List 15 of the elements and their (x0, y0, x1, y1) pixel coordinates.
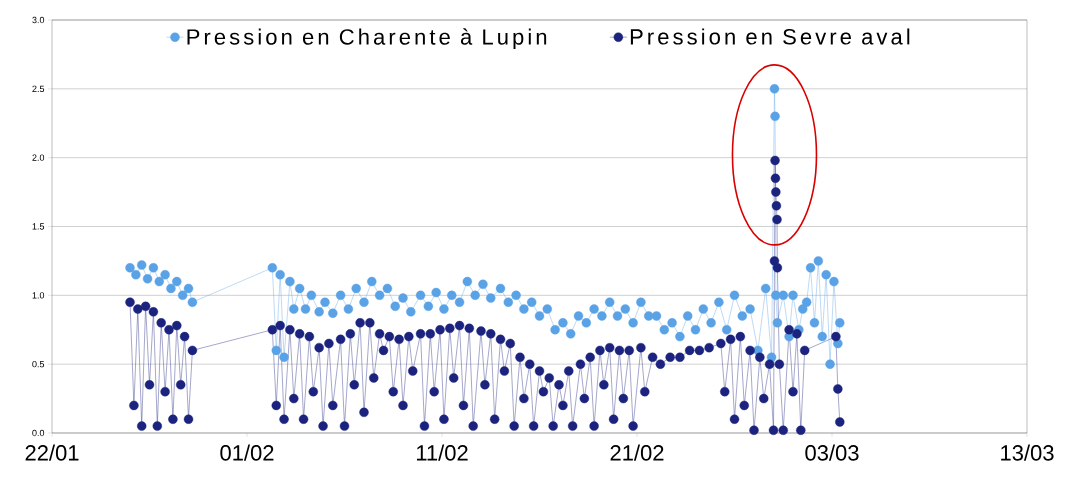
x-tick-label: 11/02 (416, 444, 468, 461)
y-tick-label: 2.0 (32, 154, 45, 161)
y-tick-label: 3.0 (32, 16, 45, 24)
y-tick-label: 0.5 (32, 360, 45, 368)
y-tick-label: 1.5 (32, 223, 45, 230)
y-tick-label: 0.0 (32, 429, 45, 437)
legend-label: Pression en Sevre aval (630, 28, 910, 45)
y-tick-label: 1.0 (32, 292, 45, 299)
x-tick-label: 21/02 (610, 444, 664, 461)
legend-label: Pression en Charente à Lupin (187, 28, 547, 50)
x-tick-label: 13/03 (1001, 444, 1054, 461)
x-tick-label: 03/03 (805, 444, 859, 461)
x-tick-label: 22/01 (25, 444, 79, 461)
x-tick-label: 01/02 (220, 444, 274, 461)
y-tick-label: 2.5 (32, 85, 45, 93)
